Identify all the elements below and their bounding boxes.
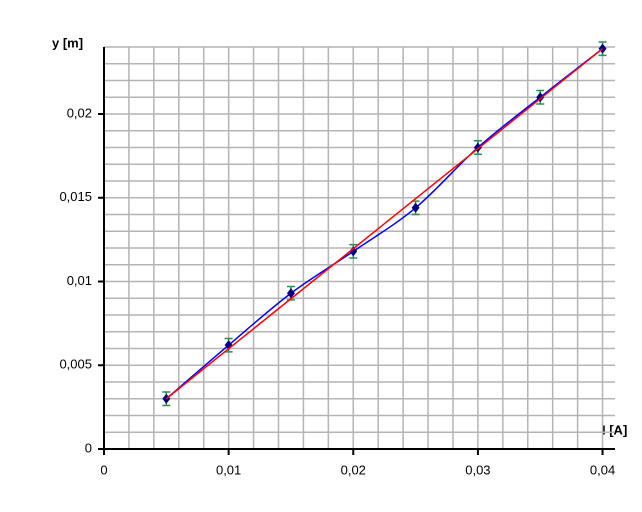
y-tick-label: 0,005: [59, 357, 92, 372]
point: [411, 202, 420, 213]
x-axis-label: I [A]: [602, 422, 627, 437]
y-tick-label: 0,01: [67, 273, 92, 288]
y-axis-label: y [m]: [52, 35, 83, 50]
fit-line: [165, 48, 604, 400]
x-tick-label: 0,03: [465, 462, 490, 477]
point: [349, 246, 358, 257]
x-tick-label: 0,04: [590, 462, 615, 477]
x-tick-label: 0: [100, 462, 107, 477]
point: [286, 288, 295, 299]
x-tick-label: 0,01: [216, 462, 241, 477]
y-tick-label: 0,015: [59, 189, 92, 204]
y-tick-label: 0: [85, 440, 92, 455]
y-tick-label: 0,02: [67, 105, 92, 120]
x-tick-label: 0,02: [341, 462, 366, 477]
